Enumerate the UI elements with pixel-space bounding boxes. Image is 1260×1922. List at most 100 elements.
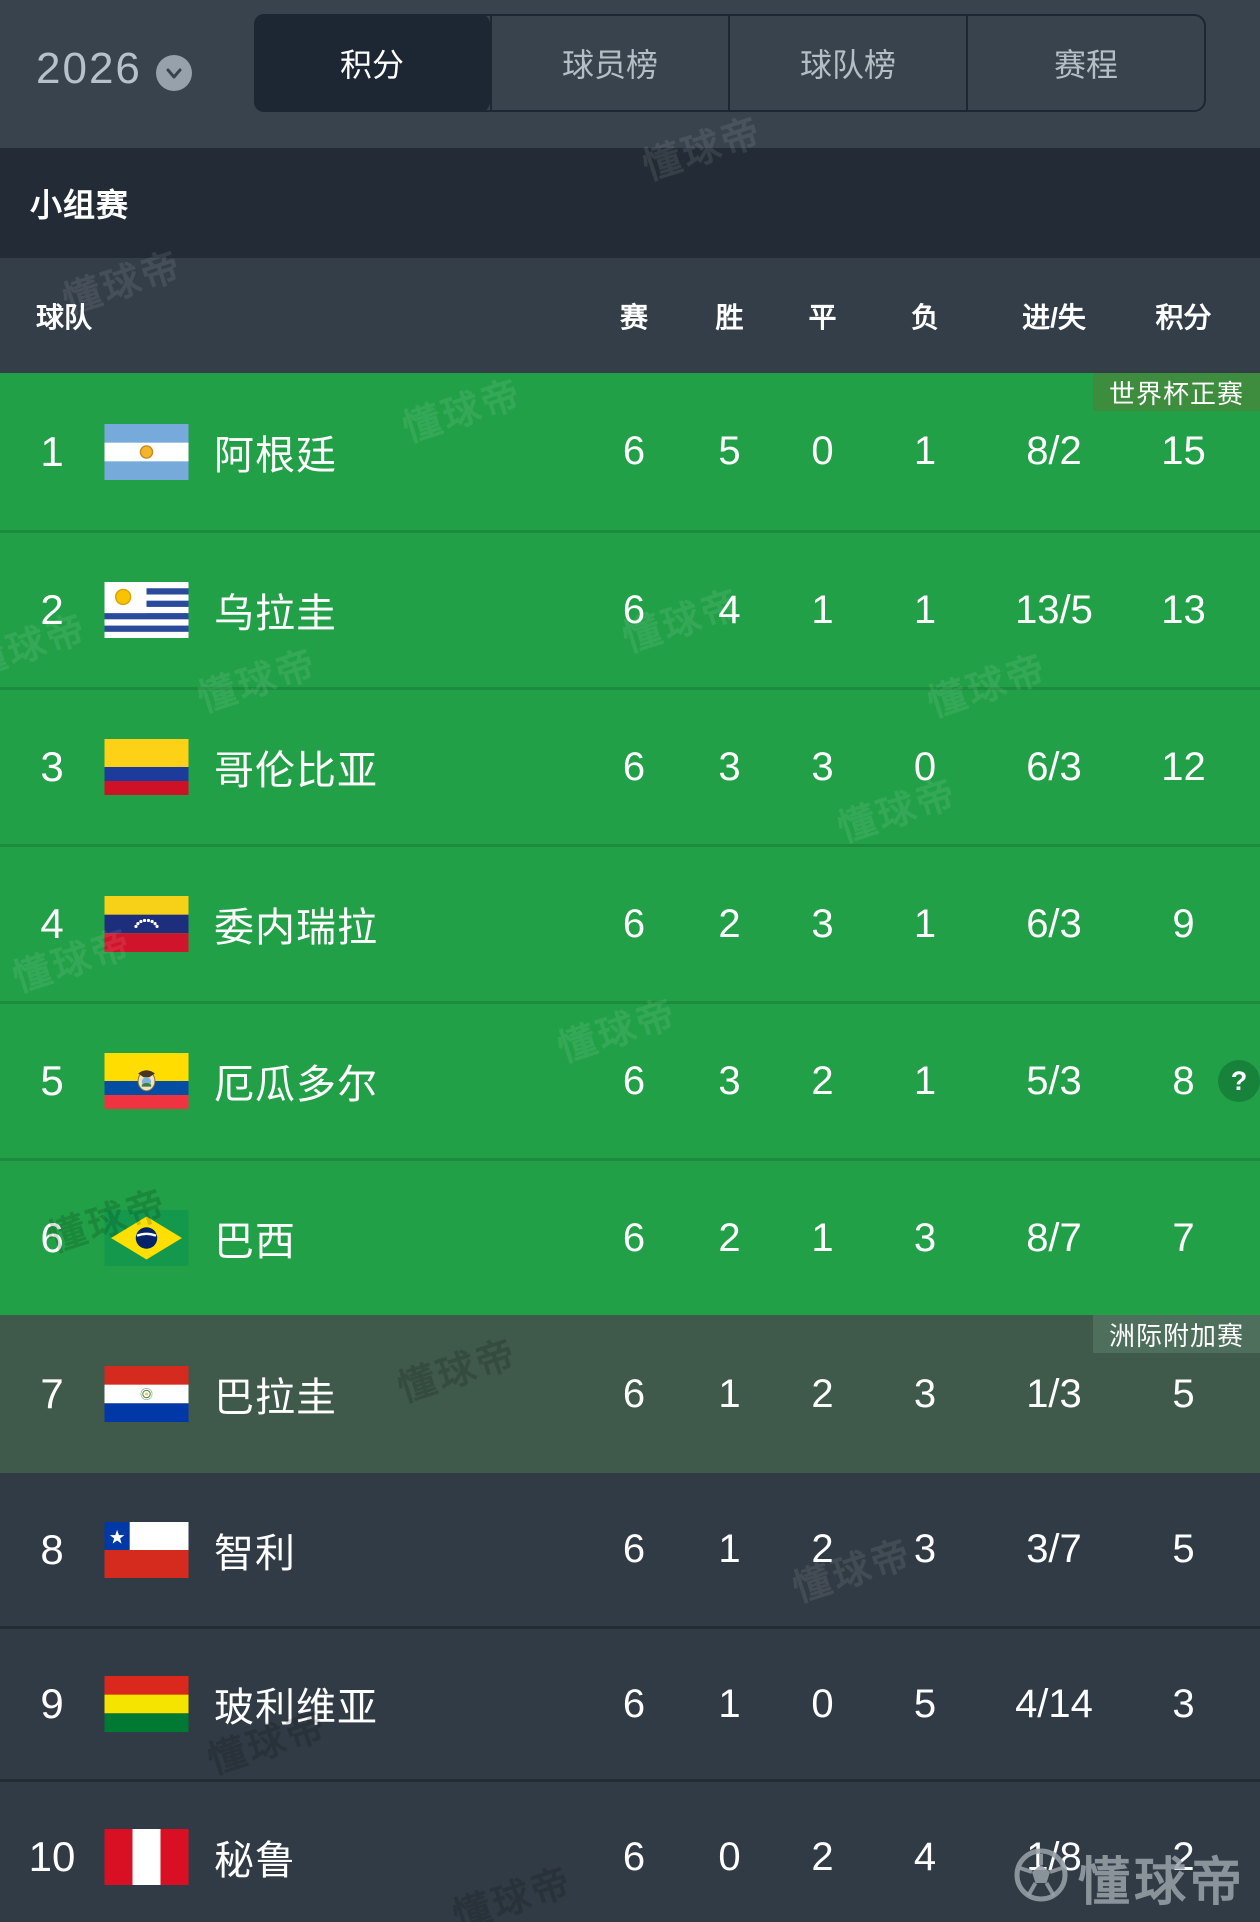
team-flag-icon: [104, 1053, 189, 1109]
team-name: 秘鲁: [214, 1839, 296, 1883]
row-stats: 6 3 2 1 5/3 8: [585, 1059, 1260, 1104]
stat-won: 1: [718, 1527, 741, 1571]
tab-schedule[interactable]: 赛程: [966, 16, 1204, 110]
row-stats: 6 5 0 1 8/2 15: [585, 429, 1260, 474]
table-row[interactable]: 7 巴拉圭 6 1 2 3 1/3 5 洲际附加赛: [0, 1315, 1260, 1473]
rank: 10: [28, 1833, 76, 1880]
section-title: 小组赛: [30, 187, 130, 223]
rank: 3: [40, 743, 64, 790]
stat-played: 6: [622, 1215, 646, 1260]
header-won: 胜: [715, 301, 744, 333]
stat-points: 2: [1172, 1834, 1195, 1879]
stat-points: 7: [1172, 1215, 1195, 1260]
stat-goals: 8/7: [1026, 1215, 1082, 1260]
stat-points: 15: [1161, 429, 1206, 473]
tab-players[interactable]: 球员榜: [490, 16, 728, 110]
stat-goals: 4/14: [1015, 1681, 1093, 1726]
stat-goals: 8/2: [1026, 429, 1082, 473]
table-row[interactable]: 10 秘鲁 6 0 2 4 1/8 2: [0, 1779, 1260, 1922]
stat-points: 5: [1172, 1371, 1195, 1416]
stat-goals: 6/3: [1026, 901, 1082, 946]
row-stats: 6 1 2 3 3/7 5: [585, 1527, 1260, 1572]
stat-played: 6: [622, 744, 646, 789]
team-flag-icon: [104, 739, 189, 795]
stat-played: 6: [622, 1371, 646, 1416]
stat-points: 3: [1172, 1681, 1195, 1726]
row-stats: 6 1 0 5 4/14 3: [585, 1682, 1260, 1727]
team-flag-icon: [104, 1366, 189, 1422]
stat-drawn: 2: [811, 1058, 834, 1103]
team-flag-icon: [104, 582, 189, 638]
table-row[interactable]: 3 哥伦比亚 6 3 3 0 6/3 12: [0, 687, 1260, 844]
stat-lost: 5: [913, 1681, 937, 1726]
top-bar: 2026 积分 球员榜 球队榜 赛程: [0, 0, 1260, 148]
stat-lost: 3: [913, 1371, 937, 1416]
season-selector[interactable]: 2026: [36, 0, 192, 138]
row-stats: 6 2 3 1 6/3 9: [585, 902, 1260, 947]
team-flag-icon: [104, 423, 189, 480]
stat-lost: 0: [913, 744, 937, 789]
team-flag-icon: [104, 896, 189, 952]
stat-drawn: 2: [811, 1834, 834, 1879]
header-lost: 负: [910, 301, 939, 333]
stat-lost: 1: [913, 429, 937, 473]
rank: 7: [40, 1370, 64, 1417]
stat-points: 12: [1161, 744, 1206, 789]
stat-points: 13: [1161, 587, 1206, 632]
section-bar: 小组赛: [0, 148, 1260, 258]
stat-won: 5: [718, 429, 741, 473]
stat-drawn: 3: [811, 901, 834, 946]
team-flag-icon: [104, 1829, 189, 1885]
rank: 4: [40, 900, 64, 947]
table-row[interactable]: 4 委内瑞拉 6 2 3 1 6/3 9: [0, 844, 1260, 1001]
stat-lost: 3: [913, 1527, 937, 1571]
help-icon[interactable]: ?: [1218, 1060, 1260, 1102]
table-row[interactable]: 6 巴西 6 2 1 3 8/7 7: [0, 1158, 1260, 1315]
stat-won: 3: [718, 744, 741, 789]
team-flag-icon: [104, 1676, 189, 1732]
table-header: 球队 赛 胜 平 负 进/失 积分: [0, 258, 1260, 373]
stat-played: 6: [622, 1527, 646, 1571]
stat-points: 8: [1172, 1058, 1195, 1103]
row-stats: 6 4 1 1 13/5 13: [585, 588, 1260, 633]
team-name: 阿根廷: [214, 433, 337, 478]
season-label: 2026: [36, 44, 142, 93]
stat-played: 6: [622, 1058, 646, 1103]
zone-badge: 洲际附加赛: [1092, 1315, 1260, 1353]
stat-drawn: 0: [811, 1681, 834, 1726]
rank: 2: [40, 586, 64, 633]
zone-badge: 世界杯正赛: [1092, 373, 1260, 411]
header-played: 赛: [619, 301, 648, 333]
stat-points: 5: [1172, 1527, 1195, 1571]
table-row[interactable]: 2 乌拉圭 6 4 1 1 13/5 13: [0, 530, 1260, 687]
stat-goals: 6/3: [1026, 744, 1082, 789]
header-stats: 赛 胜 平 负 进/失 积分: [585, 296, 1260, 336]
stat-drawn: 3: [811, 744, 834, 789]
team-name: 厄瓜多尔: [214, 1063, 378, 1107]
stat-points: 9: [1172, 901, 1195, 946]
table-row[interactable]: 8 智利 6 1 2 3 3/7 5: [0, 1473, 1260, 1626]
table-row[interactable]: 1 阿根廷 6 5 0 1 8/2 15 世界杯正赛: [0, 373, 1260, 530]
stat-won: 1: [718, 1681, 741, 1726]
header-points: 积分: [1155, 301, 1212, 333]
row-stats: 6 1 2 3 1/3 5: [585, 1372, 1260, 1417]
table-row[interactable]: 5 厄瓜多尔 6 3 2 1 5/3 8 ?: [0, 1001, 1260, 1158]
stat-won: 2: [718, 901, 741, 946]
stat-goals: 5/3: [1026, 1058, 1082, 1103]
stat-lost: 1: [913, 901, 937, 946]
tab-teams[interactable]: 球队榜: [728, 16, 966, 110]
stat-won: 4: [718, 587, 741, 632]
tab-standings[interactable]: 积分: [254, 14, 490, 112]
stat-drawn: 1: [811, 587, 834, 632]
stat-drawn: 2: [811, 1527, 834, 1571]
stat-goals: 3/7: [1026, 1527, 1082, 1571]
stat-lost: 1: [913, 587, 937, 632]
team-name: 智利: [214, 1531, 296, 1576]
rank: 5: [40, 1057, 64, 1104]
table-row[interactable]: 9 玻利维亚 6 1 0 5 4/14 3: [0, 1626, 1260, 1779]
standings-rows: 1 阿根廷 6 5 0 1 8/2 15 世界杯正赛 2 乌拉圭 6 4 1 1…: [0, 373, 1260, 1922]
row-stats: 6 0 2 4 1/8 2: [585, 1835, 1260, 1880]
chevron-down-icon[interactable]: [155, 55, 192, 91]
team-name: 委内瑞拉: [214, 906, 378, 950]
